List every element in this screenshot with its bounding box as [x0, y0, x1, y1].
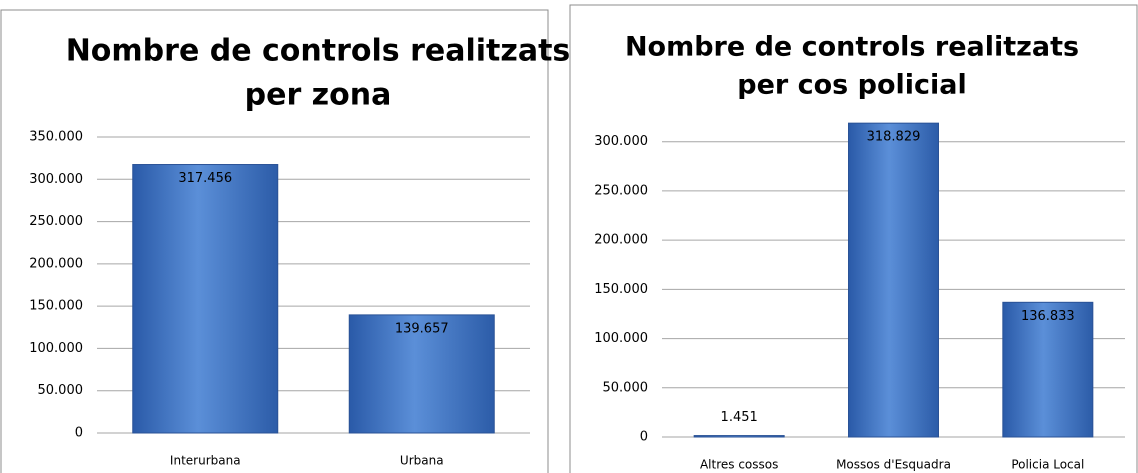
y-tick-label: 100.000: [29, 341, 83, 356]
data-label: 318.829: [867, 130, 921, 145]
y-tick-label: 200.000: [29, 256, 83, 271]
y-tick-label: 0: [640, 430, 648, 445]
chart-title: per zona: [245, 78, 392, 113]
bar: [848, 122, 939, 438]
data-label: 317.456: [178, 171, 232, 186]
x-tick-label: Mossos d'Esquadra: [836, 458, 951, 472]
bar: [1002, 301, 1094, 438]
bar: [693, 435, 785, 438]
data-label: 1.451: [721, 410, 758, 425]
x-tick-label: Interurbana: [170, 454, 241, 468]
y-tick-label: 150.000: [29, 299, 83, 314]
y-tick-label: 250.000: [29, 214, 83, 229]
x-tick-label: Urbana: [400, 454, 444, 468]
y-tick-label: 350.000: [29, 130, 83, 145]
y-tick-label: 200.000: [594, 233, 648, 248]
y-tick-label: 50.000: [603, 380, 649, 395]
y-tick-label: 0: [75, 426, 83, 441]
data-label: 139.657: [395, 321, 449, 336]
y-tick-label: 150.000: [594, 282, 648, 297]
y-tick-label: 50.000: [38, 383, 84, 398]
y-tick-label: 250.000: [594, 183, 648, 198]
x-tick-label: Altres cossos: [700, 458, 778, 472]
bar: [348, 314, 495, 434]
bar: [132, 164, 279, 434]
x-tick-label: Policia Local: [1011, 458, 1084, 472]
chart-title: Nombre de controls realitzats: [625, 32, 1079, 63]
y-tick-label: 300.000: [29, 172, 83, 187]
chart-title: Nombre de controls realitzats: [66, 34, 571, 69]
chart-title: per cos policial: [737, 70, 967, 101]
y-tick-label: 100.000: [594, 331, 648, 346]
data-label: 136.833: [1021, 309, 1075, 324]
y-tick-label: 300.000: [594, 134, 648, 149]
